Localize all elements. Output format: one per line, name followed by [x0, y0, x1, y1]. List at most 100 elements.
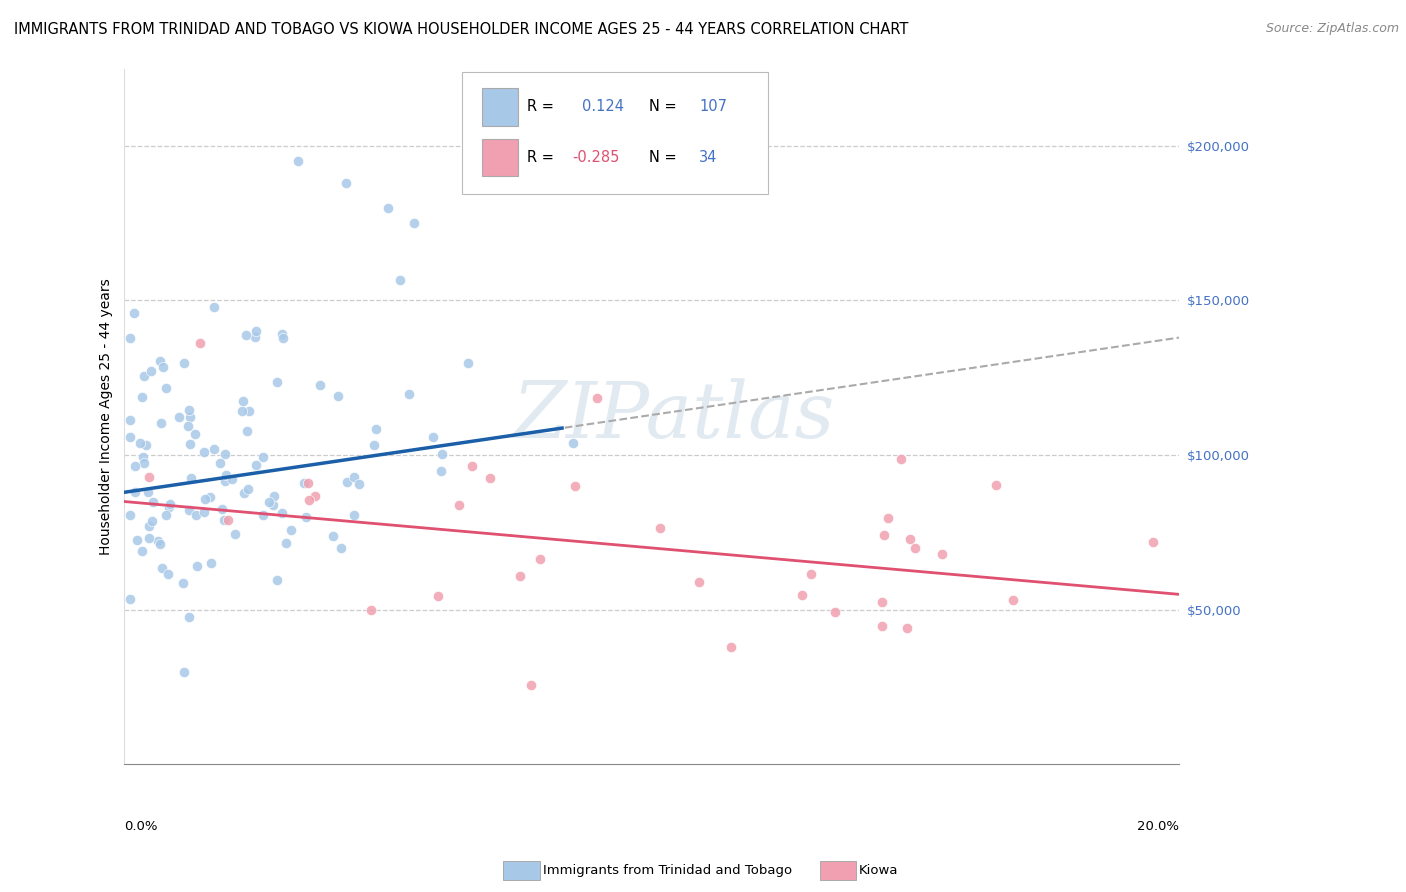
Point — [124, 458, 146, 473]
Point — [129, 436, 152, 450]
Point — [200, 556, 222, 570]
Point — [870, 619, 893, 633]
Text: -0.285: -0.285 — [572, 150, 620, 165]
Point — [720, 640, 742, 654]
Point — [297, 476, 319, 491]
Point — [118, 592, 141, 607]
Point — [134, 456, 156, 470]
Text: 34: 34 — [699, 150, 717, 165]
Text: 20.0%: 20.0% — [1137, 820, 1180, 833]
Point — [347, 477, 370, 491]
Point — [800, 567, 823, 582]
Point — [509, 568, 531, 582]
Point — [366, 422, 388, 436]
Point — [872, 595, 894, 609]
Point — [266, 574, 288, 588]
Point — [124, 485, 146, 500]
Point — [186, 508, 208, 522]
Point — [984, 478, 1007, 492]
FancyBboxPatch shape — [463, 72, 768, 194]
Text: IMMIGRANTS FROM TRINIDAD AND TOBAGO VS KIOWA HOUSEHOLDER INCOME AGES 25 - 44 YEA: IMMIGRANTS FROM TRINIDAD AND TOBAGO VS K… — [14, 22, 908, 37]
Point — [586, 391, 609, 405]
Point — [271, 330, 294, 344]
FancyBboxPatch shape — [482, 88, 517, 126]
Point — [1001, 592, 1024, 607]
Point — [328, 389, 350, 403]
FancyBboxPatch shape — [482, 139, 517, 177]
Point — [132, 450, 155, 465]
Point — [360, 603, 382, 617]
Point — [179, 410, 201, 425]
Point — [118, 413, 141, 427]
Point — [194, 492, 217, 507]
Point — [245, 458, 267, 473]
Point — [235, 424, 257, 438]
Point — [478, 470, 501, 484]
Point — [127, 533, 149, 548]
Point — [308, 377, 330, 392]
Point — [146, 533, 169, 548]
Text: ZIPatlas: ZIPatlas — [512, 378, 834, 455]
Point — [118, 331, 141, 345]
Point — [262, 498, 284, 512]
Point — [173, 665, 195, 679]
Point — [131, 543, 153, 558]
Text: R =: R = — [527, 150, 558, 165]
Point — [233, 485, 256, 500]
Point — [221, 473, 243, 487]
Point — [179, 610, 201, 624]
Point — [131, 390, 153, 404]
Point — [330, 541, 353, 555]
Point — [398, 387, 420, 401]
Point — [343, 508, 366, 522]
Point — [343, 469, 366, 483]
Text: Kiowa: Kiowa — [859, 864, 898, 877]
Text: 107: 107 — [699, 99, 727, 114]
Point — [118, 430, 141, 444]
Text: 0.0%: 0.0% — [125, 820, 157, 833]
Point — [202, 442, 225, 456]
Point — [149, 354, 172, 368]
Point — [122, 306, 145, 320]
Point — [215, 468, 238, 483]
Point — [276, 536, 298, 550]
Point — [236, 482, 259, 496]
Point — [156, 566, 179, 581]
Point — [896, 621, 918, 635]
Point — [141, 514, 163, 528]
Text: Source: ZipAtlas.com: Source: ZipAtlas.com — [1265, 22, 1399, 36]
Point — [877, 510, 900, 524]
Point — [430, 447, 453, 461]
Point — [898, 532, 921, 546]
Point — [873, 528, 896, 542]
Point — [173, 356, 195, 370]
Point — [688, 575, 710, 590]
Point — [520, 678, 543, 692]
Text: Immigrants from Trinidad and Tobago: Immigrants from Trinidad and Tobago — [543, 864, 792, 877]
Point — [211, 502, 233, 516]
Point — [179, 402, 201, 417]
Point — [252, 450, 274, 465]
Text: 0.124: 0.124 — [582, 99, 624, 114]
Point — [159, 500, 181, 515]
Point — [180, 471, 202, 485]
Point — [890, 451, 912, 466]
Point — [150, 561, 173, 575]
Point — [271, 327, 294, 342]
Point — [430, 464, 453, 478]
Point — [389, 273, 412, 287]
Point — [297, 492, 319, 507]
Point — [304, 489, 326, 503]
Point — [169, 410, 191, 425]
Point — [243, 330, 266, 344]
Point — [142, 494, 165, 508]
Point — [280, 523, 302, 537]
Point — [1142, 534, 1164, 549]
Point — [208, 456, 231, 470]
Point — [214, 474, 236, 488]
Point — [214, 447, 236, 461]
Point — [214, 513, 236, 527]
Point — [461, 458, 484, 473]
Point — [529, 552, 551, 566]
Point — [790, 588, 813, 602]
